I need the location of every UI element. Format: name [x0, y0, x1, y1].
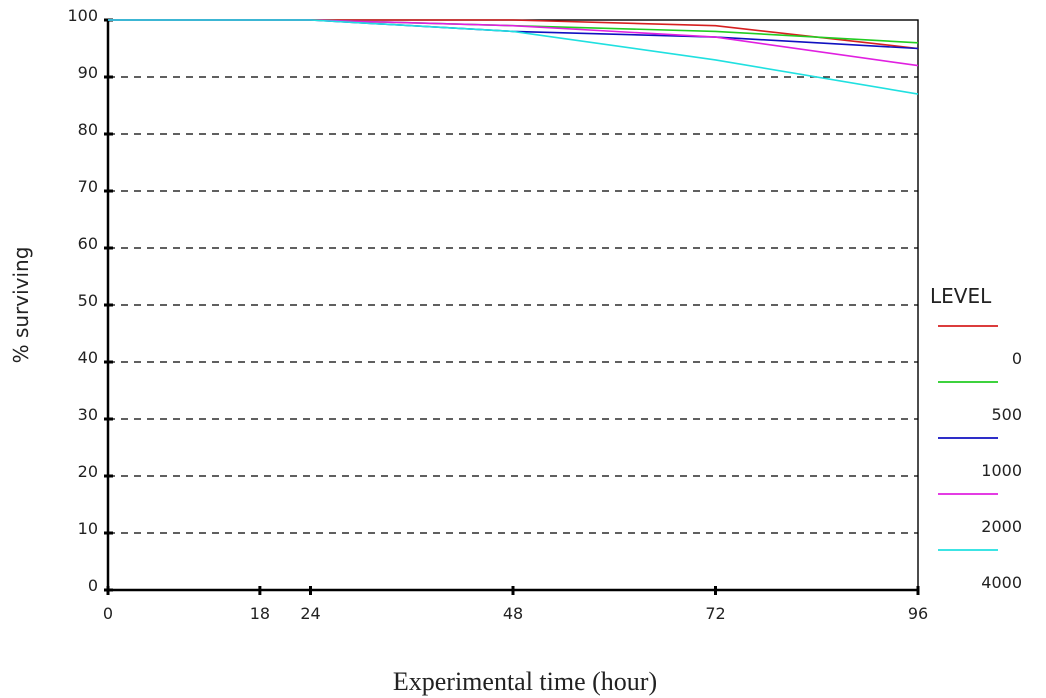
y-tick-label: 30 — [78, 405, 98, 424]
y-tick-label: 70 — [78, 177, 98, 196]
legend-label-2000: 2000 — [981, 517, 1022, 536]
y-tick-label: 0 — [88, 576, 98, 595]
y-axis-ticks: 0 10 20 30 40 50 60 70 80 90 100 — [67, 6, 113, 595]
series-line-0 — [108, 19, 919, 50]
x-axis-ticks: 0 18 24 48 72 96 — [103, 586, 928, 623]
x-tick-label: 48 — [503, 604, 523, 623]
legend-title: LEVEL — [930, 284, 992, 308]
y-axis-title: % surviving — [9, 247, 33, 364]
y-tick-label: 80 — [78, 120, 98, 139]
series-lines — [108, 19, 919, 95]
x-axis-title: Experimental time (hour) — [393, 667, 657, 696]
legend-label-0: 0 — [1012, 349, 1022, 368]
y-tick-label: 10 — [78, 519, 98, 538]
y-tick-label: 90 — [78, 63, 98, 82]
series-line-4000 — [108, 19, 919, 95]
y-tick-label: 20 — [78, 462, 98, 481]
x-tick-label: 96 — [908, 604, 928, 623]
x-tick-label: 24 — [300, 604, 320, 623]
legend-label-1000: 1000 — [981, 461, 1022, 480]
legend-label-4000: 4000 — [981, 573, 1022, 592]
x-tick-label: 0 — [103, 604, 113, 623]
x-tick-label: 18 — [250, 604, 270, 623]
legend: LEVEL 0 500 1000 2000 4000 — [930, 284, 1022, 592]
series-line-2000 — [108, 19, 919, 67]
x-tick-label: 72 — [705, 604, 725, 623]
legend-label-500: 500 — [991, 405, 1022, 424]
gridlines — [108, 76, 918, 534]
y-tick-label: 100 — [67, 6, 98, 25]
y-tick-label: 40 — [78, 348, 98, 367]
y-tick-label: 60 — [78, 234, 98, 253]
y-tick-label: 50 — [78, 291, 98, 310]
